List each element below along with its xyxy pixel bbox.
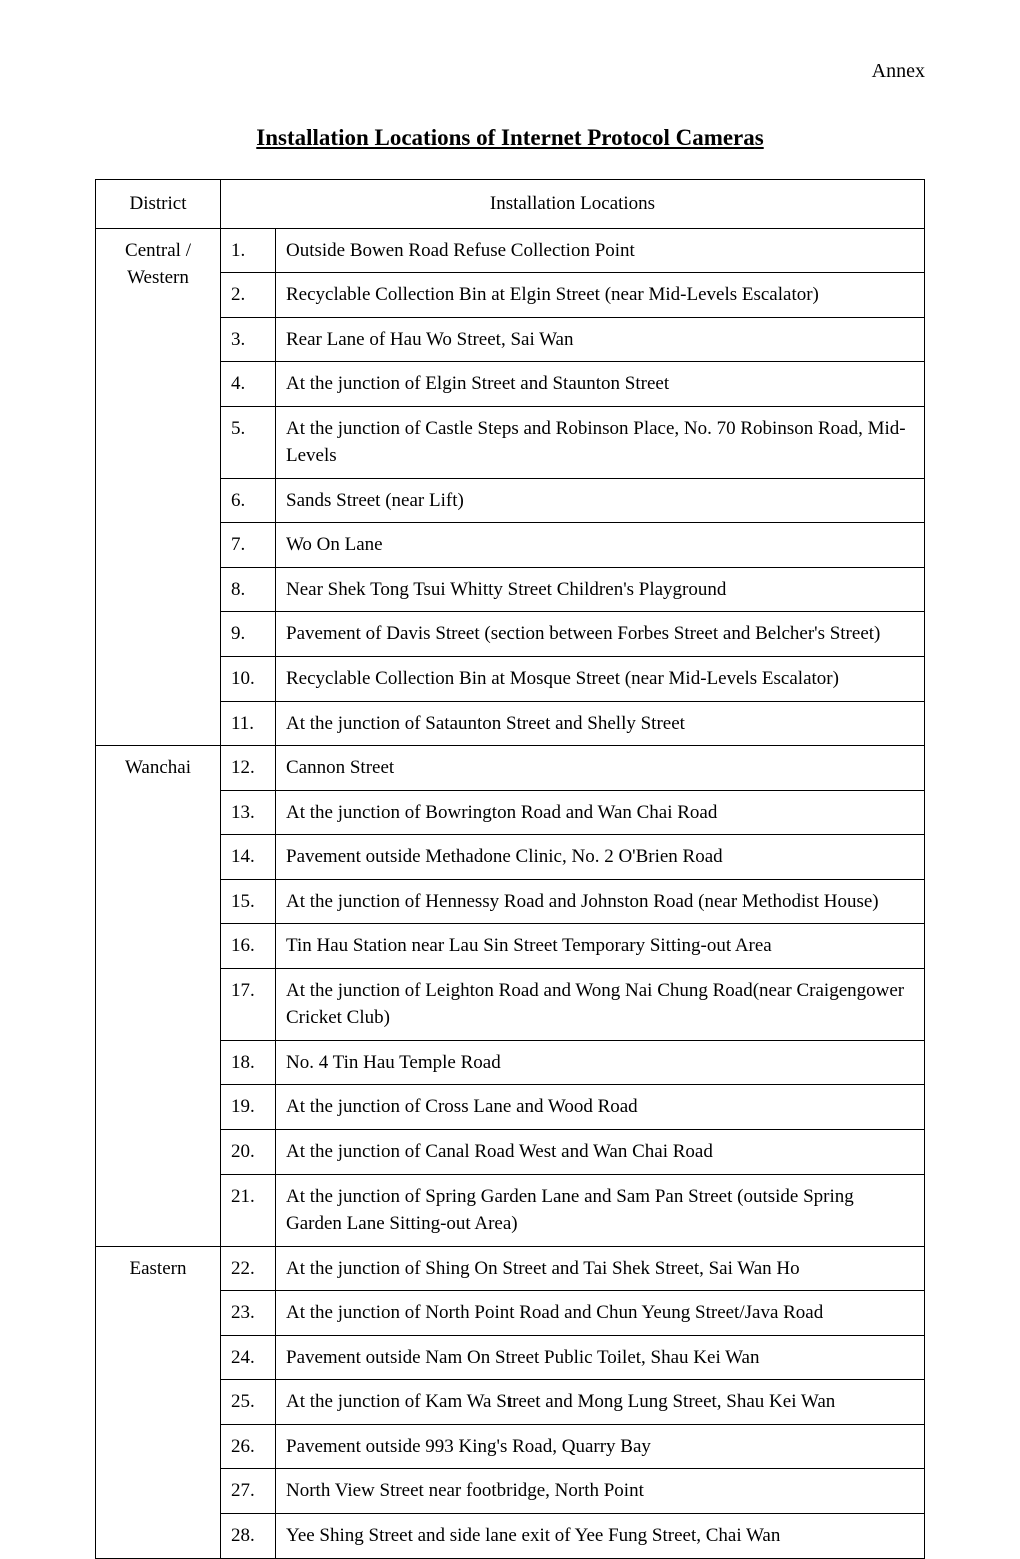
row-number: 20. [221,1130,276,1175]
row-description: Tin Hau Station near Lau Sin Street Temp… [276,924,925,969]
row-number: 13. [221,790,276,835]
row-number: 1. [221,228,276,273]
table-row: Wanchai12.Cannon Street [96,746,925,791]
table-row: 3.Rear Lane of Hau Wo Street, Sai Wan [96,317,925,362]
table-row: 27.North View Street near footbridge, No… [96,1469,925,1514]
row-description: Pavement outside Nam On Street Public To… [276,1335,925,1380]
row-description: Pavement outside Methadone Clinic, No. 2… [276,835,925,880]
table-row: 8.Near Shek Tong Tsui Whitty Street Chil… [96,567,925,612]
row-number: 7. [221,523,276,568]
row-description: Sands Street (near Lift) [276,478,925,523]
row-number: 8. [221,567,276,612]
table-row: 17.At the junction of Leighton Road and … [96,968,925,1040]
page-number: 1 [0,1395,1020,1412]
row-description: Recyclable Collection Bin at Elgin Stree… [276,273,925,318]
row-number: 12. [221,746,276,791]
table-row: 9.Pavement of Davis Street (section betw… [96,612,925,657]
row-description: No. 4 Tin Hau Temple Road [276,1040,925,1085]
row-number: 18. [221,1040,276,1085]
row-number: 28. [221,1513,276,1558]
row-description: At the junction of Bowrington Road and W… [276,790,925,835]
table-row: 6.Sands Street (near Lift) [96,478,925,523]
table-header-row: District Installation Locations [96,180,925,229]
row-number: 16. [221,924,276,969]
row-number: 22. [221,1246,276,1291]
row-number: 3. [221,317,276,362]
row-number: 2. [221,273,276,318]
row-number: 9. [221,612,276,657]
row-number: 15. [221,879,276,924]
row-description: At the junction of Canal Road West and W… [276,1130,925,1175]
table-row: 7.Wo On Lane [96,523,925,568]
row-number: 11. [221,701,276,746]
district-cell: Central /Western [96,228,221,746]
page-title: Installation Locations of Internet Proto… [95,125,925,151]
row-description: At the junction of Leighton Road and Won… [276,968,925,1040]
row-number: 10. [221,657,276,702]
row-description: At the junction of Elgin Street and Stau… [276,362,925,407]
table-row: 18.No. 4 Tin Hau Temple Road [96,1040,925,1085]
district-cell: Wanchai [96,746,221,1247]
row-number: 19. [221,1085,276,1130]
row-description: At the junction of Hennessy Road and Joh… [276,879,925,924]
row-description: At the junction of Cross Lane and Wood R… [276,1085,925,1130]
table-row: 19.At the junction of Cross Lane and Woo… [96,1085,925,1130]
row-number: 21. [221,1174,276,1246]
installation-table: District Installation Locations Central … [95,179,925,1559]
table-row: 13.At the junction of Bowrington Road an… [96,790,925,835]
page: Annex Installation Locations of Internet… [0,0,1020,1442]
row-description: Yee Shing Street and side lane exit of Y… [276,1513,925,1558]
row-description: Cannon Street [276,746,925,791]
row-number: 27. [221,1469,276,1514]
row-description: At the junction of Spring Garden Lane an… [276,1174,925,1246]
table-row: 14.Pavement outside Methadone Clinic, No… [96,835,925,880]
row-number: 4. [221,362,276,407]
table-row: 15.At the junction of Hennessy Road and … [96,879,925,924]
row-description: At the junction of Shing On Street and T… [276,1246,925,1291]
row-number: 6. [221,478,276,523]
row-description: Near Shek Tong Tsui Whitty Street Childr… [276,567,925,612]
table-row: 20.At the junction of Canal Road West an… [96,1130,925,1175]
table-row: 4.At the junction of Elgin Street and St… [96,362,925,407]
row-description: Pavement of Davis Street (section betwee… [276,612,925,657]
annex-label: Annex [872,60,925,83]
row-description: At the junction of North Point Road and … [276,1291,925,1336]
row-description: Rear Lane of Hau Wo Street, Sai Wan [276,317,925,362]
row-description: Pavement outside 993 King's Road, Quarry… [276,1424,925,1469]
row-number: 26. [221,1424,276,1469]
table-row: 11.At the junction of Sataunton Street a… [96,701,925,746]
row-description: Recyclable Collection Bin at Mosque Stre… [276,657,925,702]
table-row: 16.Tin Hau Station near Lau Sin Street T… [96,924,925,969]
row-number: 17. [221,968,276,1040]
table-row: 21.At the junction of Spring Garden Lane… [96,1174,925,1246]
row-description: Outside Bowen Road Refuse Collection Poi… [276,228,925,273]
row-number: 23. [221,1291,276,1336]
row-description: North View Street near footbridge, North… [276,1469,925,1514]
row-description: At the junction of Sataunton Street and … [276,701,925,746]
row-number: 14. [221,835,276,880]
table-row: 2.Recyclable Collection Bin at Elgin Str… [96,273,925,318]
row-number: 5. [221,406,276,478]
table-row: 5.At the junction of Castle Steps and Ro… [96,406,925,478]
table-row: 23.At the junction of North Point Road a… [96,1291,925,1336]
row-description: Wo On Lane [276,523,925,568]
row-description: At the junction of Castle Steps and Robi… [276,406,925,478]
col-header-locations: Installation Locations [221,180,925,229]
table-row: Central /Western1.Outside Bowen Road Ref… [96,228,925,273]
table-row: 26.Pavement outside 993 King's Road, Qua… [96,1424,925,1469]
row-number: 24. [221,1335,276,1380]
col-header-district: District [96,180,221,229]
table-row: Eastern22.At the junction of Shing On St… [96,1246,925,1291]
table-row: 10.Recyclable Collection Bin at Mosque S… [96,657,925,702]
table-row: 24.Pavement outside Nam On Street Public… [96,1335,925,1380]
table-row: 28.Yee Shing Street and side lane exit o… [96,1513,925,1558]
